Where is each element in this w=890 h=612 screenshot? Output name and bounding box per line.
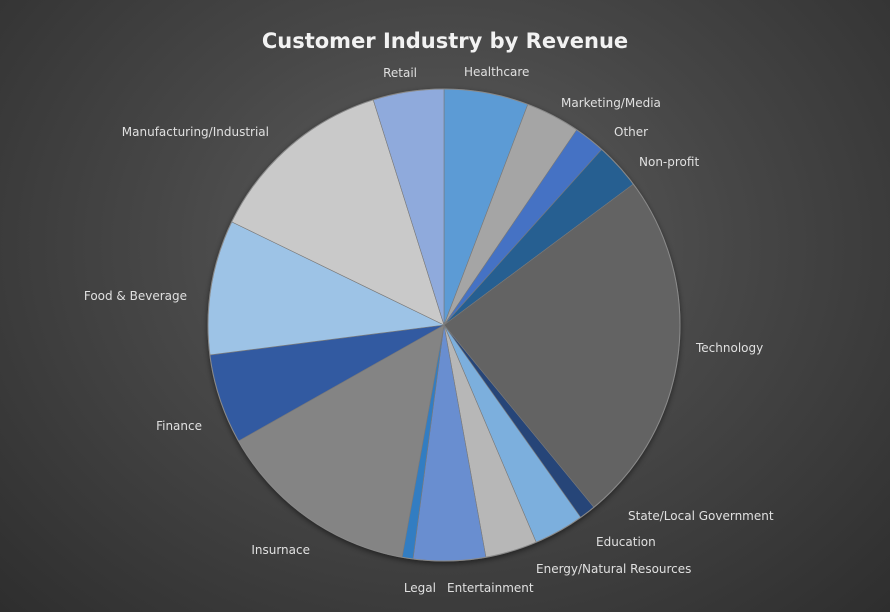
label-legal: Legal (404, 581, 436, 595)
pie-labels: Healthcare Marketing/Media Other Non-profit… (84, 65, 774, 595)
pie-slices (207, 88, 681, 562)
label-finance: Finance (156, 419, 202, 433)
pie-rim (207, 88, 681, 562)
label-technology: Technology (695, 341, 763, 355)
label-marketing-media: Marketing/Media (561, 96, 661, 110)
label-energy-natural-resources: Energy/Natural Resources (536, 562, 691, 576)
label-education: Education (596, 535, 656, 549)
label-state-local-government: State/Local Government (628, 509, 774, 523)
chart-title: Customer Industry by Revenue (262, 29, 628, 53)
label-other: Other (614, 125, 648, 139)
label-non-profit: Non-profit (639, 155, 699, 169)
label-healthcare: Healthcare (464, 65, 529, 79)
label-manufacturing-industrial: Manufacturing/Industrial (122, 125, 269, 139)
label-entertainment: Entertainment (447, 581, 534, 595)
label-insurnace: Insurnace (251, 543, 310, 557)
label-food-beverage: Food & Beverage (84, 289, 187, 303)
label-retail: Retail (383, 66, 417, 80)
